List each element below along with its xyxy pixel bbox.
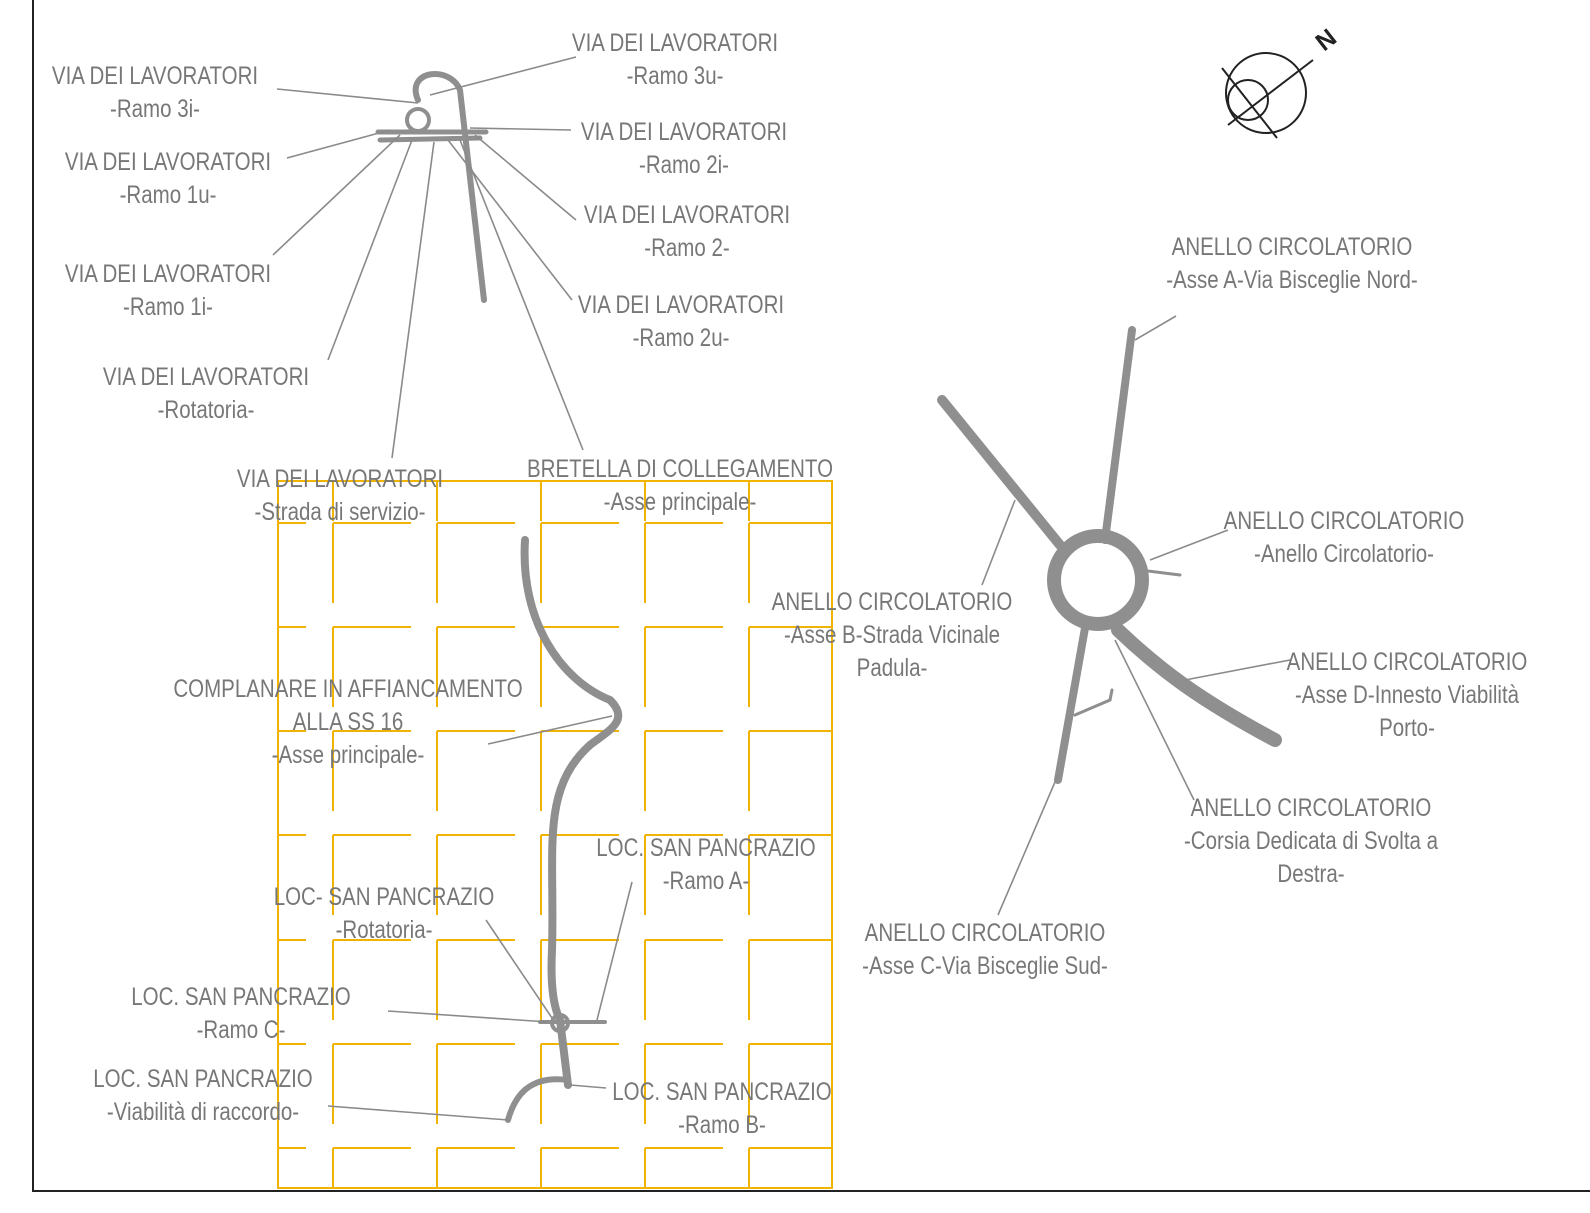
label-text: -Ramo 2u- (633, 323, 730, 351)
label-text: Porto- (1379, 713, 1435, 741)
label-text: -Ramo 3i- (110, 94, 200, 122)
label-text: -Ramo A- (663, 866, 750, 894)
label-text: -Ramo C- (197, 1015, 286, 1043)
label-text: VIA DEI LAVORATORI (572, 28, 778, 56)
label-text: -Ramo 1u- (120, 180, 217, 208)
label-text: ANELLO CIRCOLATORIO (1172, 232, 1413, 260)
label-text: ANELLO CIRCOLATORIO (1224, 506, 1465, 534)
label-text: -Ramo 1i- (123, 292, 213, 320)
label-text: -Ramo 3u- (627, 61, 724, 89)
label-text: VIA DEI LAVORATORI (65, 259, 271, 287)
label-text: BRETELLA DI COLLEGAMENTO (527, 454, 833, 482)
label-text: -Asse B-Strada Vicinale (784, 620, 1000, 648)
road-plan: N VIA DEI LAVORATORI-Ramo 3i-VIA DEI LAV… (0, 0, 1590, 1213)
label-text: -Viabilità di raccordo- (107, 1097, 299, 1125)
label-text: -Rotatoria- (158, 395, 255, 423)
label-text: LOC. SAN PANCRAZIO (596, 833, 815, 861)
label-text: VIA DEI LAVORATORI (581, 117, 787, 145)
label-text: ANELLO CIRCOLATORIO (1191, 793, 1432, 821)
label-text: -Asse D-Innesto Viabilità (1295, 680, 1519, 708)
label-text: -Strada di servizio- (255, 497, 426, 525)
label-text: Padula- (857, 653, 928, 681)
label-text: -Ramo 2- (644, 233, 729, 261)
label-text: -Ramo 2i- (639, 150, 729, 178)
label-text: -Asse C-Via Bisceglie Sud- (862, 951, 1108, 979)
label-text: VIA DEI LAVORATORI (237, 464, 443, 492)
label-text: VIA DEI LAVORATORI (103, 362, 309, 390)
label-text: -Rotatoria- (336, 915, 433, 943)
label-text: VIA DEI LAVORATORI (65, 147, 271, 175)
label-text: -Corsia Dedicata di Svolta a (1184, 826, 1438, 854)
label-text: VIA DEI LAVORATORI (52, 61, 258, 89)
label-text: -Asse A-Via Bisceglie Nord- (1166, 265, 1417, 293)
label-text: -Asse principale- (272, 740, 425, 768)
label-text: -Asse principale- (604, 487, 757, 515)
label-text: LOC- SAN PANCRAZIO (274, 882, 495, 910)
label-text: LOC. SAN PANCRAZIO (93, 1064, 312, 1092)
label-text: ANELLO CIRCOLATORIO (1287, 647, 1528, 675)
label-text: -Ramo B- (678, 1110, 766, 1138)
label-text: LOC. SAN PANCRAZIO (131, 982, 350, 1010)
label-text: ANELLO CIRCOLATORIO (865, 918, 1106, 946)
label-text: ANELLO CIRCOLATORIO (772, 587, 1013, 615)
label-text: VIA DEI LAVORATORI (578, 290, 784, 318)
label-text: COMPLANARE IN AFFIANCAMENTO (173, 674, 522, 702)
label-text: Destra- (1277, 859, 1344, 887)
label-text: -Anello Circolatorio- (1254, 539, 1434, 567)
label-text: ALLA SS 16 (293, 707, 404, 735)
label-text: VIA DEI LAVORATORI (584, 200, 790, 228)
label-text: LOC. SAN PANCRAZIO (612, 1077, 831, 1105)
